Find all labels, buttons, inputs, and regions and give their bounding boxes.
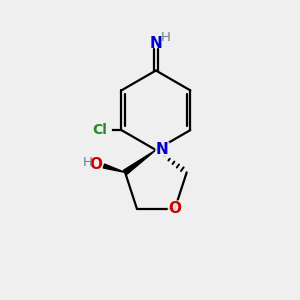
Polygon shape (124, 150, 156, 175)
Polygon shape (103, 164, 125, 172)
Text: O: O (89, 157, 102, 172)
Text: N: N (156, 142, 169, 158)
Text: H: H (160, 31, 170, 44)
Text: H: H (83, 156, 93, 169)
Text: O: O (168, 201, 182, 216)
Text: Cl: Cl (92, 123, 107, 137)
Text: N: N (149, 37, 162, 52)
